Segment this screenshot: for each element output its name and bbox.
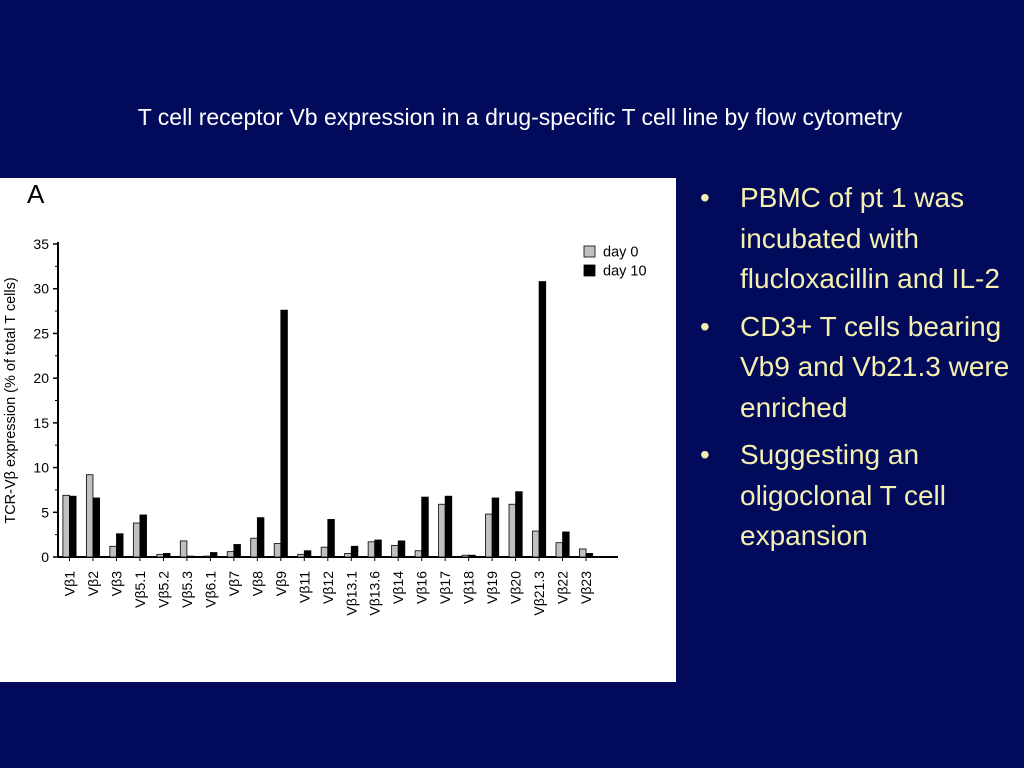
- bar-day0: [344, 553, 352, 558]
- bar-day0: [579, 548, 587, 558]
- y-tick-label: 0: [41, 549, 49, 565]
- chart-panel: A TCR-Vβ expression (% of total T cells) 0…: [0, 178, 676, 682]
- bar-day0: [438, 503, 446, 558]
- bar-day0: [555, 542, 563, 558]
- bar-day10: [303, 550, 312, 558]
- bar-day10: [186, 555, 194, 558]
- bar-day10: [92, 497, 100, 558]
- bar-day0: [85, 474, 94, 558]
- y-tick-label: 25: [33, 325, 49, 341]
- bar-day10: [538, 281, 547, 558]
- bar-day0: [367, 541, 376, 558]
- slide-title: T cell receptor Vb expression in a drug-…: [137, 104, 903, 130]
- bar-day10: [139, 514, 147, 558]
- bar-day10: [562, 531, 570, 558]
- x-tick-label: Vβ6.1: [202, 571, 218, 608]
- bullet-item: • PBMC of pt 1 was incubated with fluclox…: [700, 178, 1020, 300]
- bar-day0: [508, 503, 517, 558]
- bar-day0: [179, 540, 188, 558]
- bar-day10: [163, 553, 171, 558]
- bar-day10: [421, 496, 429, 558]
- x-tick-label: Vβ23: [578, 571, 594, 604]
- y-axis-label: TCR-Vβ expression (% of total T cells): [3, 277, 19, 523]
- bar-day0: [62, 494, 70, 558]
- bar-day10: [444, 495, 453, 558]
- x-tick-label: Vβ22: [555, 571, 571, 604]
- bullet-item: • CD3+ T cells bearing Vb9 and Vb21.3 wer…: [700, 307, 1020, 429]
- bar-day10: [280, 309, 288, 558]
- x-tick-label: Vβ11: [296, 571, 312, 603]
- bullet-item: • Suggesting an oligoclonal T cell expans…: [700, 435, 1020, 557]
- x-tick-label: Vβ5.3: [179, 571, 195, 608]
- bar-day10: [209, 552, 218, 558]
- x-tick-label: Vβ9: [273, 571, 289, 596]
- bar-day10: [374, 539, 382, 558]
- bar-day10: [397, 540, 406, 558]
- bar-day0: [461, 554, 470, 558]
- bar-day0: [414, 550, 423, 558]
- y-tick-label: 10: [33, 460, 49, 476]
- bar-day0: [485, 513, 493, 558]
- legend-label: day 0: [603, 245, 638, 261]
- y-tick-label: 35: [33, 236, 49, 252]
- panel-label: A: [27, 179, 45, 209]
- bar-day10: [256, 517, 265, 558]
- bar-day10: [350, 545, 359, 558]
- bar-day10: [468, 554, 476, 558]
- x-tick-label: Vβ21.3: [531, 571, 547, 616]
- bar-day0: [226, 551, 235, 558]
- bar-day0: [391, 544, 399, 558]
- bar-day0: [532, 530, 540, 558]
- x-tick-label: Vβ13.6: [367, 571, 383, 616]
- y-tick-label: 20: [33, 370, 49, 386]
- bar-day0: [250, 537, 258, 558]
- bullet-dot-icon: •: [700, 182, 710, 213]
- legend-swatch: [583, 245, 596, 258]
- x-tick-label: Vβ3: [108, 571, 124, 596]
- bar-day0: [156, 553, 164, 558]
- x-tick-label: Vβ20: [508, 571, 524, 604]
- x-tick-label: Vβ19: [484, 571, 500, 604]
- bar-day10: [116, 533, 124, 558]
- bar-day0: [203, 555, 211, 558]
- x-tick-label: Vβ16: [414, 571, 430, 604]
- bar-day0: [109, 545, 117, 558]
- x-tick-label: Vβ17: [437, 571, 453, 604]
- bar-day10: [491, 497, 500, 558]
- y-tick-label: 15: [33, 415, 49, 431]
- bar-day10: [585, 553, 594, 558]
- bullet-text: PBMC of pt 1 was incubated with flucloxa…: [740, 182, 1000, 294]
- bullet-list: • PBMC of pt 1 was incubated with fluclox…: [700, 178, 1020, 564]
- bar-day0: [132, 522, 141, 558]
- bullet-dot-icon: •: [700, 310, 710, 342]
- x-tick-label: Vβ8: [249, 571, 265, 596]
- legend-label: day 10: [603, 264, 647, 280]
- bullet-dot-icon: •: [700, 439, 710, 470]
- x-tick-label: Vβ5.2: [155, 571, 171, 608]
- x-tick-label: Vβ5.1: [132, 571, 148, 608]
- x-tick-label: Vβ13.1: [343, 571, 359, 616]
- x-tick-label: Vβ12: [320, 571, 336, 604]
- bar-day10: [233, 544, 241, 558]
- bar-day10: [515, 491, 523, 558]
- bar-day10: [327, 519, 335, 558]
- x-tick-label: Vβ2: [85, 571, 101, 596]
- bar-day0: [273, 543, 282, 558]
- bar-day0: [320, 546, 329, 558]
- bar-chart: A TCR-Vβ expression (% of total T cells) 0…: [3, 179, 647, 616]
- bullet-text: Suggesting an oligoclonal T cell expansi…: [740, 439, 946, 551]
- bullet-text: CD3+ T cells bearing Vb9 and Vb21.3 were…: [740, 310, 1010, 423]
- y-tick-label: 30: [33, 281, 49, 297]
- y-tick-label: 5: [41, 504, 49, 520]
- x-tick-label: Vβ7: [226, 571, 242, 596]
- x-tick-label: Vβ1: [62, 571, 78, 596]
- x-tick-label: Vβ18: [461, 571, 477, 604]
- bar-day10: [69, 495, 77, 558]
- x-tick-label: Vβ14: [390, 571, 406, 604]
- bar-day0: [297, 553, 305, 558]
- legend-swatch: [583, 264, 596, 277]
